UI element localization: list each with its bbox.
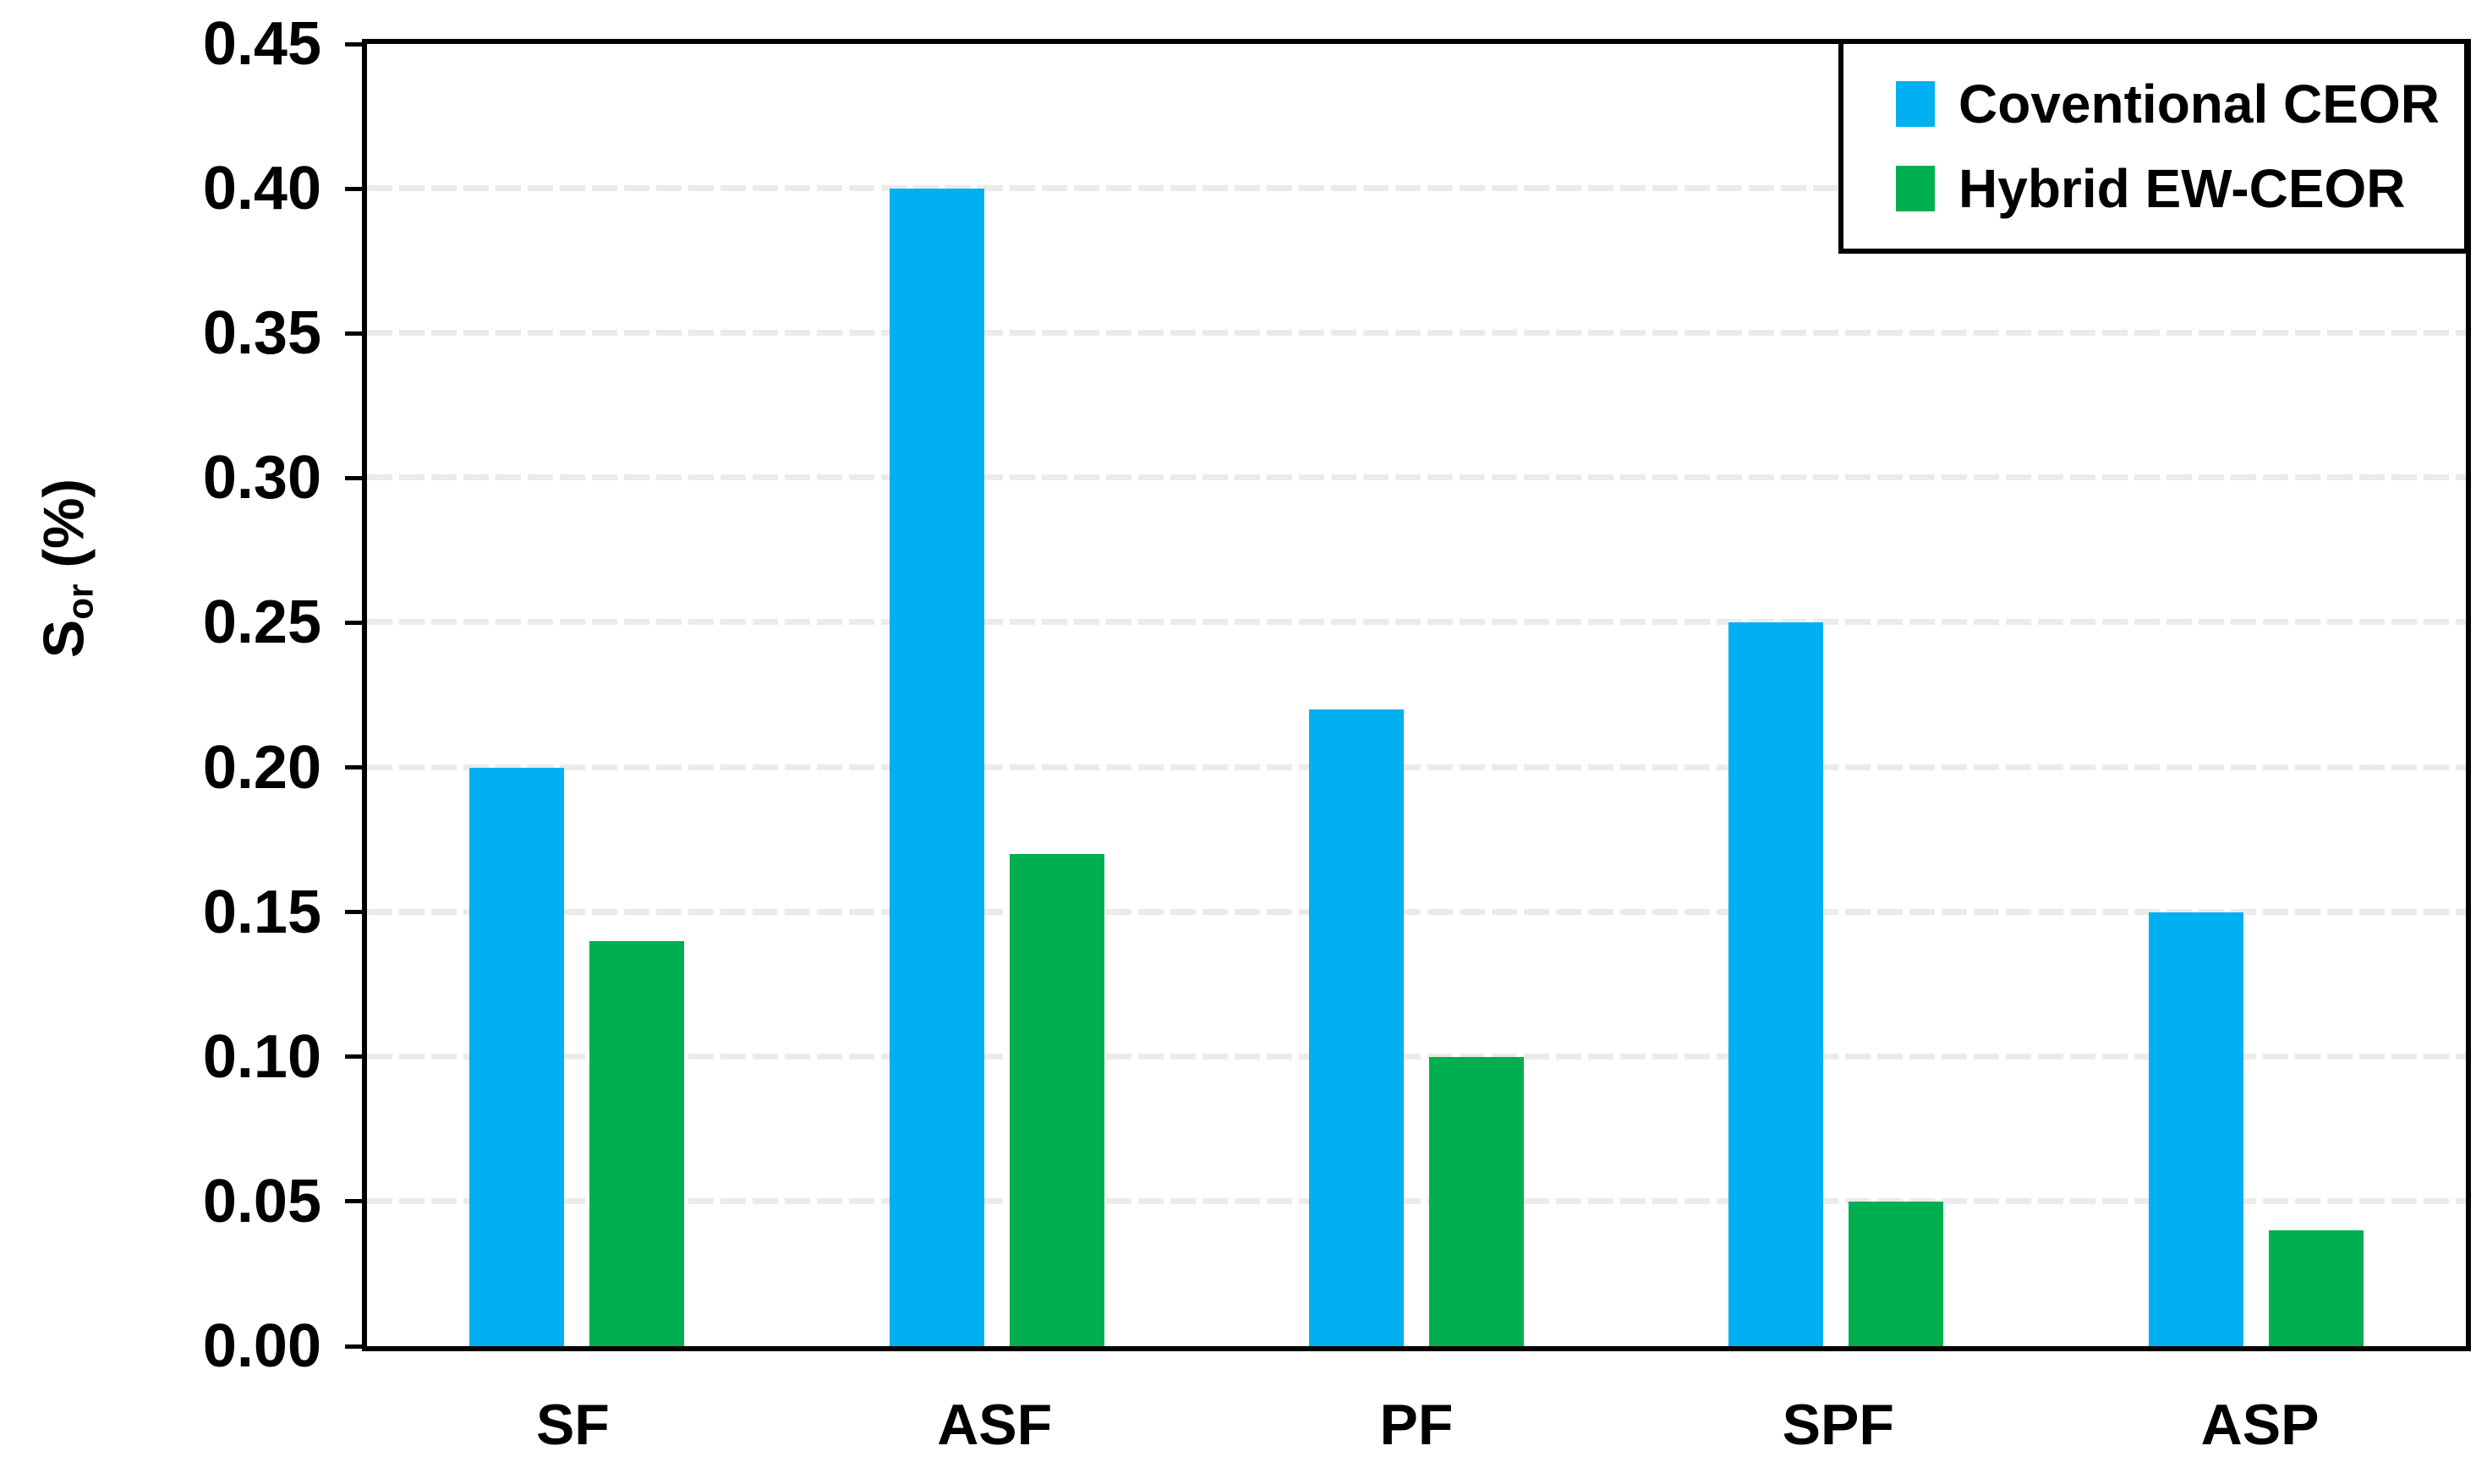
bar-pf-hybrid-ew-ceor xyxy=(1429,1056,1525,1346)
legend-label: Hybrid EW-CEOR xyxy=(1958,158,2406,219)
y-tick-label: 0.20 xyxy=(202,733,321,802)
bar-asp-hybrid-ew-ceor xyxy=(2268,1230,2364,1346)
bar-asf-hybrid-ew-ceor xyxy=(1009,854,1104,1346)
bar-group-asf xyxy=(786,44,1206,1346)
y-tick-mark xyxy=(345,620,362,625)
y-tick-mark xyxy=(345,1199,362,1204)
y-tick-mark xyxy=(345,475,362,480)
y-tick-label: 0.35 xyxy=(202,299,321,368)
legend-swatch-coventional-ceor xyxy=(1896,81,1935,127)
y-tick-label: 0.10 xyxy=(202,1022,321,1091)
x-category-label-pf: PF xyxy=(1379,1393,1454,1457)
legend-label: Coventional CEOR xyxy=(1958,74,2440,134)
legend-item: Coventional CEOR xyxy=(1896,73,2456,135)
bar-sf-hybrid-ew-ceor xyxy=(589,940,685,1346)
legend: Coventional CEOR Hybrid EW-CEOR xyxy=(1838,39,2469,254)
bar-spf-hybrid-ew-ceor xyxy=(1849,1201,1944,1346)
y-tick-mark xyxy=(345,910,362,915)
y-tick-mark xyxy=(345,41,362,47)
y-tick-mark xyxy=(345,186,362,191)
y-tick-label: 0.45 xyxy=(202,10,321,78)
y-tick-label: 0.25 xyxy=(202,589,321,657)
y-tick-label: 0.15 xyxy=(202,878,321,946)
bar-group-sf xyxy=(367,44,786,1346)
y-tick-label: 0.00 xyxy=(202,1312,321,1380)
y-tick-label: 0.40 xyxy=(202,155,321,223)
legend-item: Hybrid EW-CEOR xyxy=(1896,157,2456,220)
y-tick-mark xyxy=(345,765,362,770)
bar-group-spf xyxy=(1626,44,2046,1346)
x-category-label-asp: ASP xyxy=(2200,1393,2320,1457)
bar-group-asp xyxy=(2046,44,2466,1346)
bar-spf-coventional-ceor xyxy=(1728,622,1824,1346)
x-category-label-sf: SF xyxy=(535,1393,610,1457)
y-tick-mark xyxy=(345,331,362,336)
y-tick-label: 0.30 xyxy=(202,444,321,512)
x-axis-category-labels: SF ASF PF SPF ASP xyxy=(362,1392,2471,1458)
y-tick-mark xyxy=(345,1054,362,1060)
x-category-label-spf: SPF xyxy=(1782,1393,1894,1457)
x-category-label-asf: ASF xyxy=(937,1393,1053,1457)
bar-pf-coventional-ceor xyxy=(1309,709,1405,1346)
bar-sf-coventional-ceor xyxy=(469,767,565,1346)
bar-groups xyxy=(367,44,2466,1346)
y-tick-label: 0.05 xyxy=(202,1167,321,1235)
bar-asp-coventional-ceor xyxy=(2148,912,2243,1346)
bar-asf-coventional-ceor xyxy=(889,189,984,1346)
bar-group-pf xyxy=(1207,44,1626,1346)
y-tick-mark xyxy=(345,1344,362,1349)
legend-swatch-hybrid-ew-ceor xyxy=(1896,166,1935,211)
